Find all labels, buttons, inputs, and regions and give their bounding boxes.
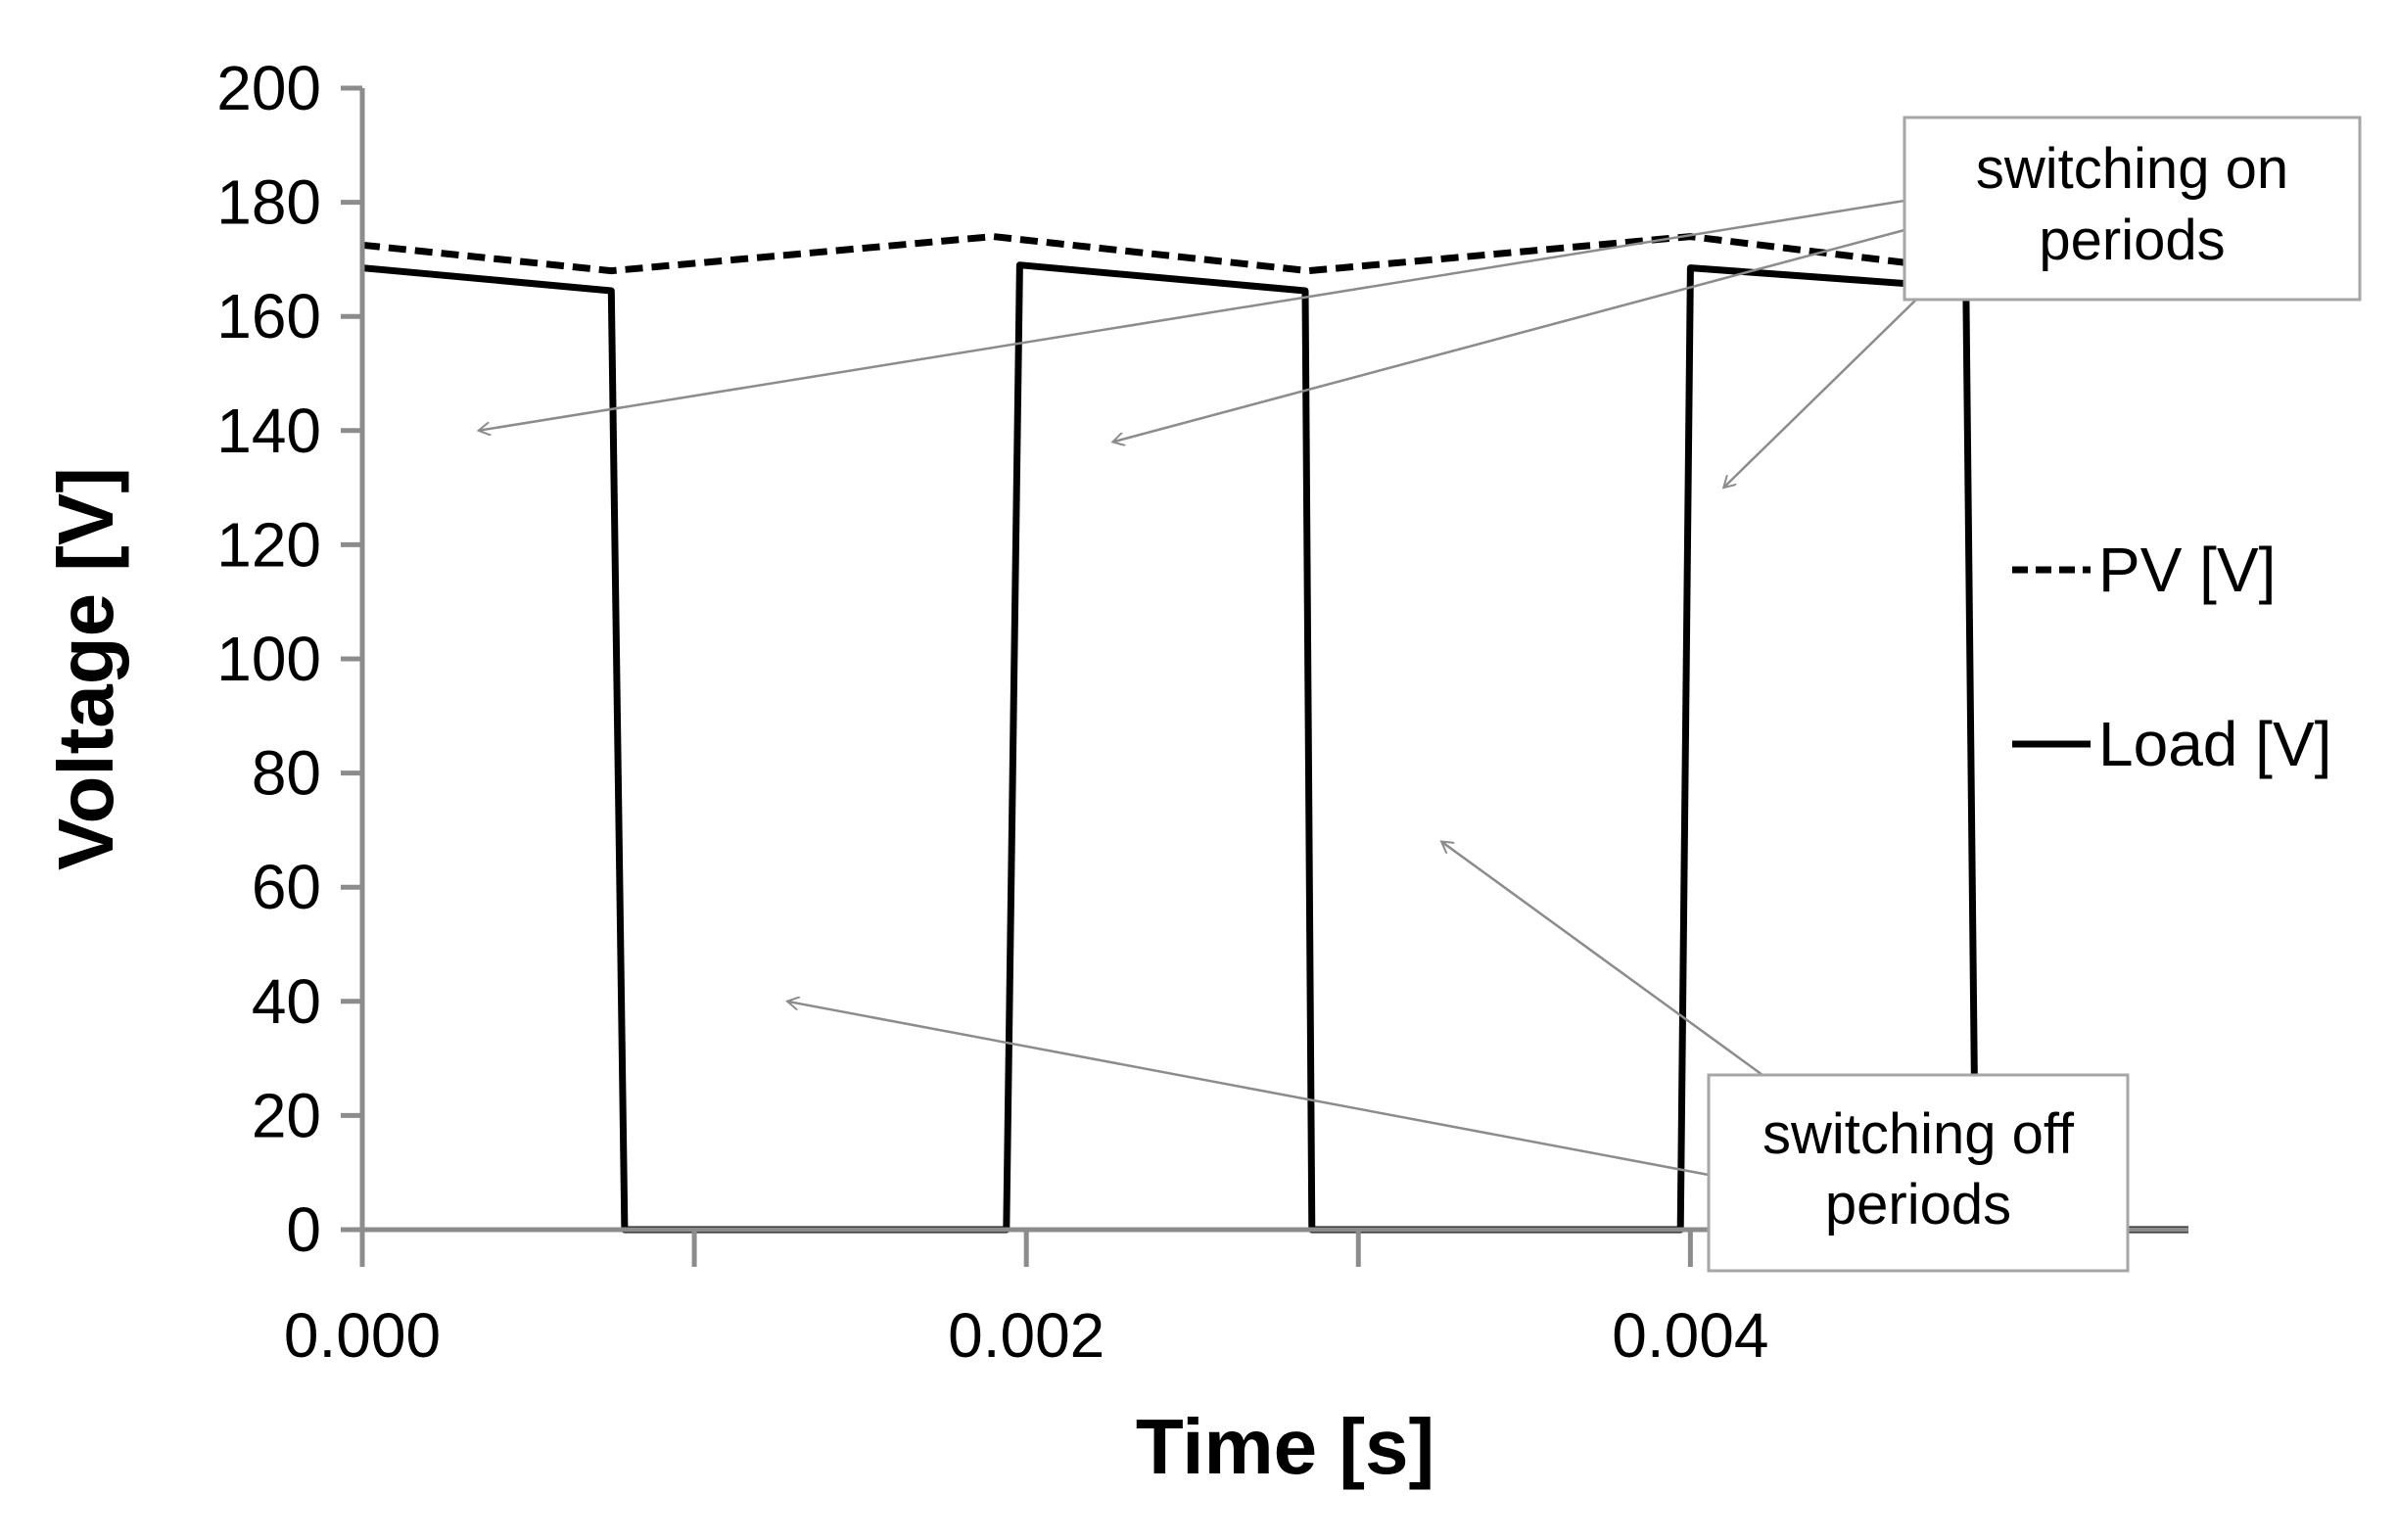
y-tick-label: 0 <box>286 1194 321 1265</box>
y-tick-label: 60 <box>252 852 321 922</box>
series-line-pv <box>361 233 1974 275</box>
annotation-arrow <box>479 199 1905 431</box>
plot-area <box>361 233 2188 1234</box>
annotation-switching-on: switching on periods <box>1903 116 2362 302</box>
annotation-arrow <box>1441 842 1763 1077</box>
annotation-text: periods <box>1825 1173 2011 1237</box>
y-tick-label: 120 <box>216 509 321 580</box>
annotation-text: switching on <box>1976 137 2288 201</box>
legend: PV [V] Load [V] <box>2012 535 2331 779</box>
annotation-switching-off: switching off periods <box>1707 1073 2130 1273</box>
y-tick-label: 80 <box>252 738 321 809</box>
annotation-box <box>1707 1073 2130 1273</box>
annotation-text: periods <box>2039 209 2225 272</box>
annotation-box <box>1903 116 2362 302</box>
x-tick-label: 0.004 <box>1612 1300 1768 1371</box>
series-line-load <box>361 261 2188 1234</box>
x-axis-title: Time [s] <box>1136 1403 1434 1490</box>
y-tick-label: 180 <box>216 167 321 238</box>
annotation-arrow <box>787 1002 1710 1177</box>
legend-load-label: Load [V] <box>2098 709 2331 779</box>
annotation-arrow <box>1723 298 1918 488</box>
axes: 0 20 40 60 80 100 120 140 160 180 200 0.000 0.002 0.0… <box>216 53 2188 1371</box>
y-tick-label: 100 <box>216 624 321 694</box>
y-axis-title: Voltage [V] <box>42 467 129 870</box>
y-tick-label: 160 <box>216 281 321 351</box>
annotations <box>479 199 1918 1177</box>
annotation-text: switching off <box>1762 1102 2075 1166</box>
legend-pv-label: PV [V] <box>2098 535 2276 605</box>
annotation-arrow <box>1112 228 1905 442</box>
y-tick-label: 140 <box>216 396 321 466</box>
y-tick-label: 40 <box>252 966 321 1037</box>
x-tick-label: 0.000 <box>284 1300 441 1371</box>
y-tick-label: 200 <box>216 53 321 123</box>
x-tick-label: 0.002 <box>948 1300 1104 1371</box>
y-tick-label: 20 <box>252 1080 321 1150</box>
